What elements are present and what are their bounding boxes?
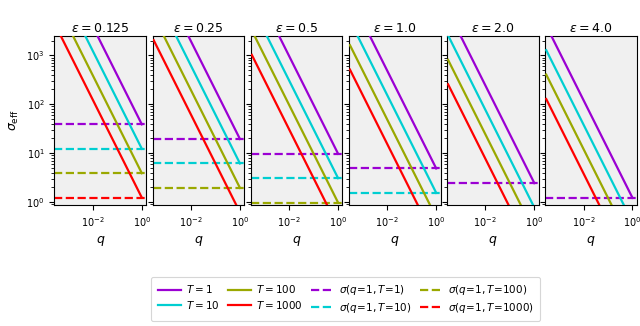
Title: $\varepsilon = 0.25$: $\varepsilon = 0.25$: [173, 22, 223, 35]
X-axis label: $q$: $q$: [95, 234, 105, 248]
X-axis label: $q$: $q$: [488, 234, 497, 248]
Y-axis label: $\sigma_{\rm eff}$: $\sigma_{\rm eff}$: [8, 110, 20, 131]
Title: $\varepsilon = 0.125$: $\varepsilon = 0.125$: [71, 22, 130, 35]
Title: $\varepsilon = 4.0$: $\varepsilon = 4.0$: [570, 22, 612, 35]
Legend: $T=1$, $T=10$, $T=100$, $T=1000$, $\sigma(q\!=\!1,T\!=\!1)$, $\sigma(q\!=\!1,T\!: $T=1$, $T=10$, $T=100$, $T=1000$, $\sigm…: [151, 277, 540, 321]
X-axis label: $q$: $q$: [292, 234, 301, 248]
X-axis label: $q$: $q$: [194, 234, 203, 248]
Title: $\varepsilon = 2.0$: $\varepsilon = 2.0$: [471, 22, 515, 35]
Title: $\varepsilon = 1.0$: $\varepsilon = 1.0$: [373, 22, 416, 35]
Title: $\varepsilon = 0.5$: $\varepsilon = 0.5$: [275, 22, 318, 35]
X-axis label: $q$: $q$: [390, 234, 399, 248]
X-axis label: $q$: $q$: [586, 234, 596, 248]
